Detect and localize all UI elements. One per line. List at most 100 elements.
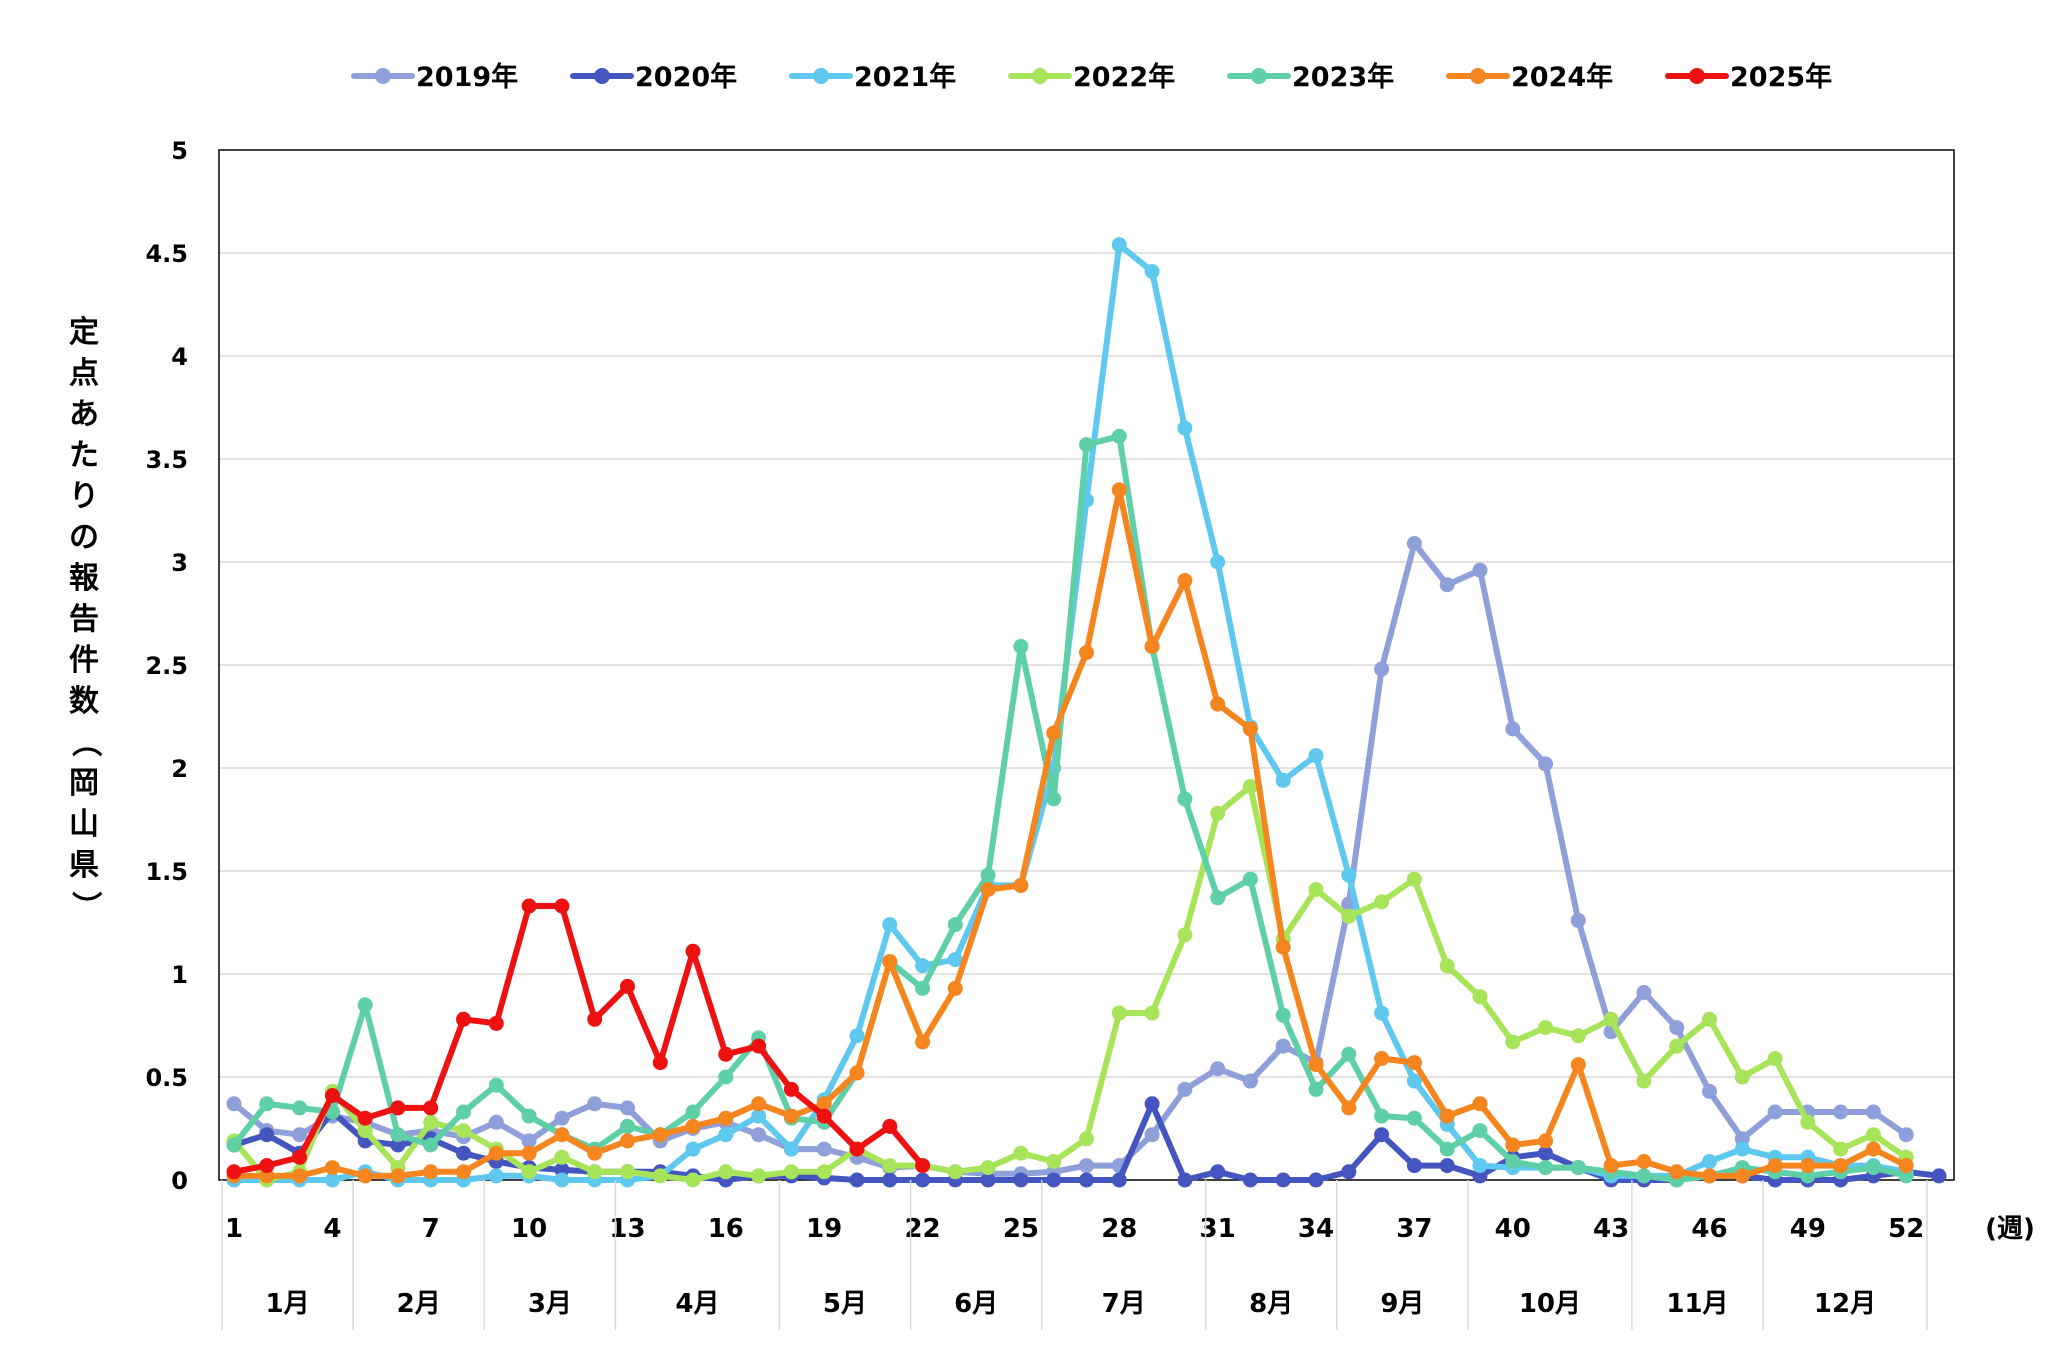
data-point — [456, 1123, 471, 1139]
data-point — [1046, 1154, 1062, 1169]
data-point — [1865, 1127, 1881, 1143]
legend-item: 2020年 — [570, 61, 737, 93]
series-lines — [226, 237, 1947, 1188]
y-label-char: り — [69, 479, 99, 514]
data-point — [1439, 1158, 1455, 1174]
data-point — [1144, 1096, 1160, 1112]
data-point — [1079, 1131, 1094, 1147]
data-point — [390, 1168, 406, 1184]
data-point — [620, 978, 635, 994]
data-point — [1406, 1055, 1422, 1071]
data-point — [980, 867, 996, 883]
data-point — [980, 1172, 996, 1188]
y-label-char: あ — [69, 397, 99, 432]
month-label: 8月 — [1249, 1289, 1293, 1319]
data-point — [1144, 1005, 1160, 1021]
data-point — [1505, 1034, 1521, 1050]
data-point — [1406, 1110, 1422, 1126]
data-point — [1374, 661, 1390, 677]
data-point — [1013, 1172, 1029, 1188]
data-point — [1341, 867, 1357, 883]
data-point — [1275, 1172, 1291, 1188]
y-tick-label: 4 — [171, 343, 188, 371]
month-label: 2月 — [397, 1289, 441, 1319]
data-point — [554, 1172, 570, 1188]
legend-swatch-marker — [375, 68, 391, 84]
legend-item: 2024年 — [1446, 61, 1613, 93]
data-point — [915, 958, 931, 974]
data-point — [1538, 1160, 1553, 1176]
data-point — [1472, 1158, 1488, 1174]
data-point — [1833, 1141, 1849, 1157]
legend-swatch-marker — [1689, 68, 1705, 84]
data-point — [292, 1100, 308, 1116]
data-point — [1177, 791, 1193, 807]
data-point — [587, 1096, 603, 1112]
x-tick-label: 40 — [1495, 1214, 1531, 1244]
data-point — [1341, 1046, 1357, 1062]
data-point — [1833, 1158, 1849, 1174]
legend-swatch-marker — [813, 68, 829, 84]
data-point — [1603, 1158, 1619, 1174]
data-point — [1111, 1005, 1127, 1021]
data-point — [587, 1164, 603, 1180]
data-point — [849, 1141, 865, 1157]
data-point — [456, 1145, 471, 1161]
data-point — [521, 1145, 537, 1161]
data-point — [1242, 721, 1258, 737]
x-tick-label: 1 — [225, 1214, 243, 1244]
data-point — [718, 1069, 734, 1085]
y-label-char: 定 — [69, 315, 99, 350]
y-label-char: 点 — [69, 356, 99, 391]
data-point — [652, 1168, 668, 1184]
data-point — [947, 1164, 963, 1180]
data-point — [685, 943, 701, 959]
data-point — [587, 1145, 603, 1161]
data-point — [718, 1164, 734, 1180]
data-point — [1308, 1172, 1324, 1188]
data-point — [587, 1011, 603, 1027]
data-point — [1308, 748, 1324, 764]
data-point — [1538, 1020, 1553, 1036]
data-point — [259, 1158, 275, 1174]
data-point — [1210, 1061, 1226, 1077]
legend-label: 2022年 — [1073, 61, 1175, 93]
x-tick-label: 52 — [1888, 1214, 1924, 1244]
data-point — [1636, 1154, 1652, 1169]
month-label: 12月 — [1814, 1289, 1876, 1319]
data-point — [1177, 573, 1193, 588]
series-line — [231, 903, 926, 1175]
data-point — [1472, 1123, 1488, 1139]
data-point — [882, 1172, 898, 1188]
month-label: 3月 — [528, 1289, 572, 1319]
data-point — [324, 1160, 340, 1176]
data-point — [947, 952, 963, 968]
data-point — [1439, 958, 1455, 974]
data-point — [292, 1127, 308, 1143]
data-point — [423, 1114, 439, 1130]
x-tick-label: 46 — [1691, 1214, 1727, 1244]
data-point — [292, 1168, 308, 1184]
data-point — [1374, 1127, 1390, 1143]
data-point — [1275, 939, 1291, 955]
data-point — [1898, 1168, 1914, 1184]
data-point — [1242, 1073, 1258, 1089]
data-point — [1734, 1069, 1750, 1085]
y-tick-label: 2 — [171, 755, 188, 783]
data-point — [1242, 871, 1258, 887]
y-tick-label: 3.5 — [145, 446, 188, 474]
data-point — [1865, 1141, 1881, 1157]
data-point — [1865, 1104, 1881, 1120]
data-point — [292, 1149, 308, 1165]
data-point — [1013, 639, 1029, 654]
y-tick-label: 4.5 — [145, 240, 188, 268]
data-point — [947, 980, 963, 996]
y-label-char: た — [69, 438, 99, 473]
y-tick-label: 1 — [171, 961, 188, 989]
data-point — [751, 1108, 767, 1124]
y-label-char: 数 — [69, 684, 100, 719]
data-point — [1341, 1100, 1357, 1116]
legend-label: 2023年 — [1292, 61, 1394, 93]
month-label: 1月 — [266, 1289, 310, 1319]
